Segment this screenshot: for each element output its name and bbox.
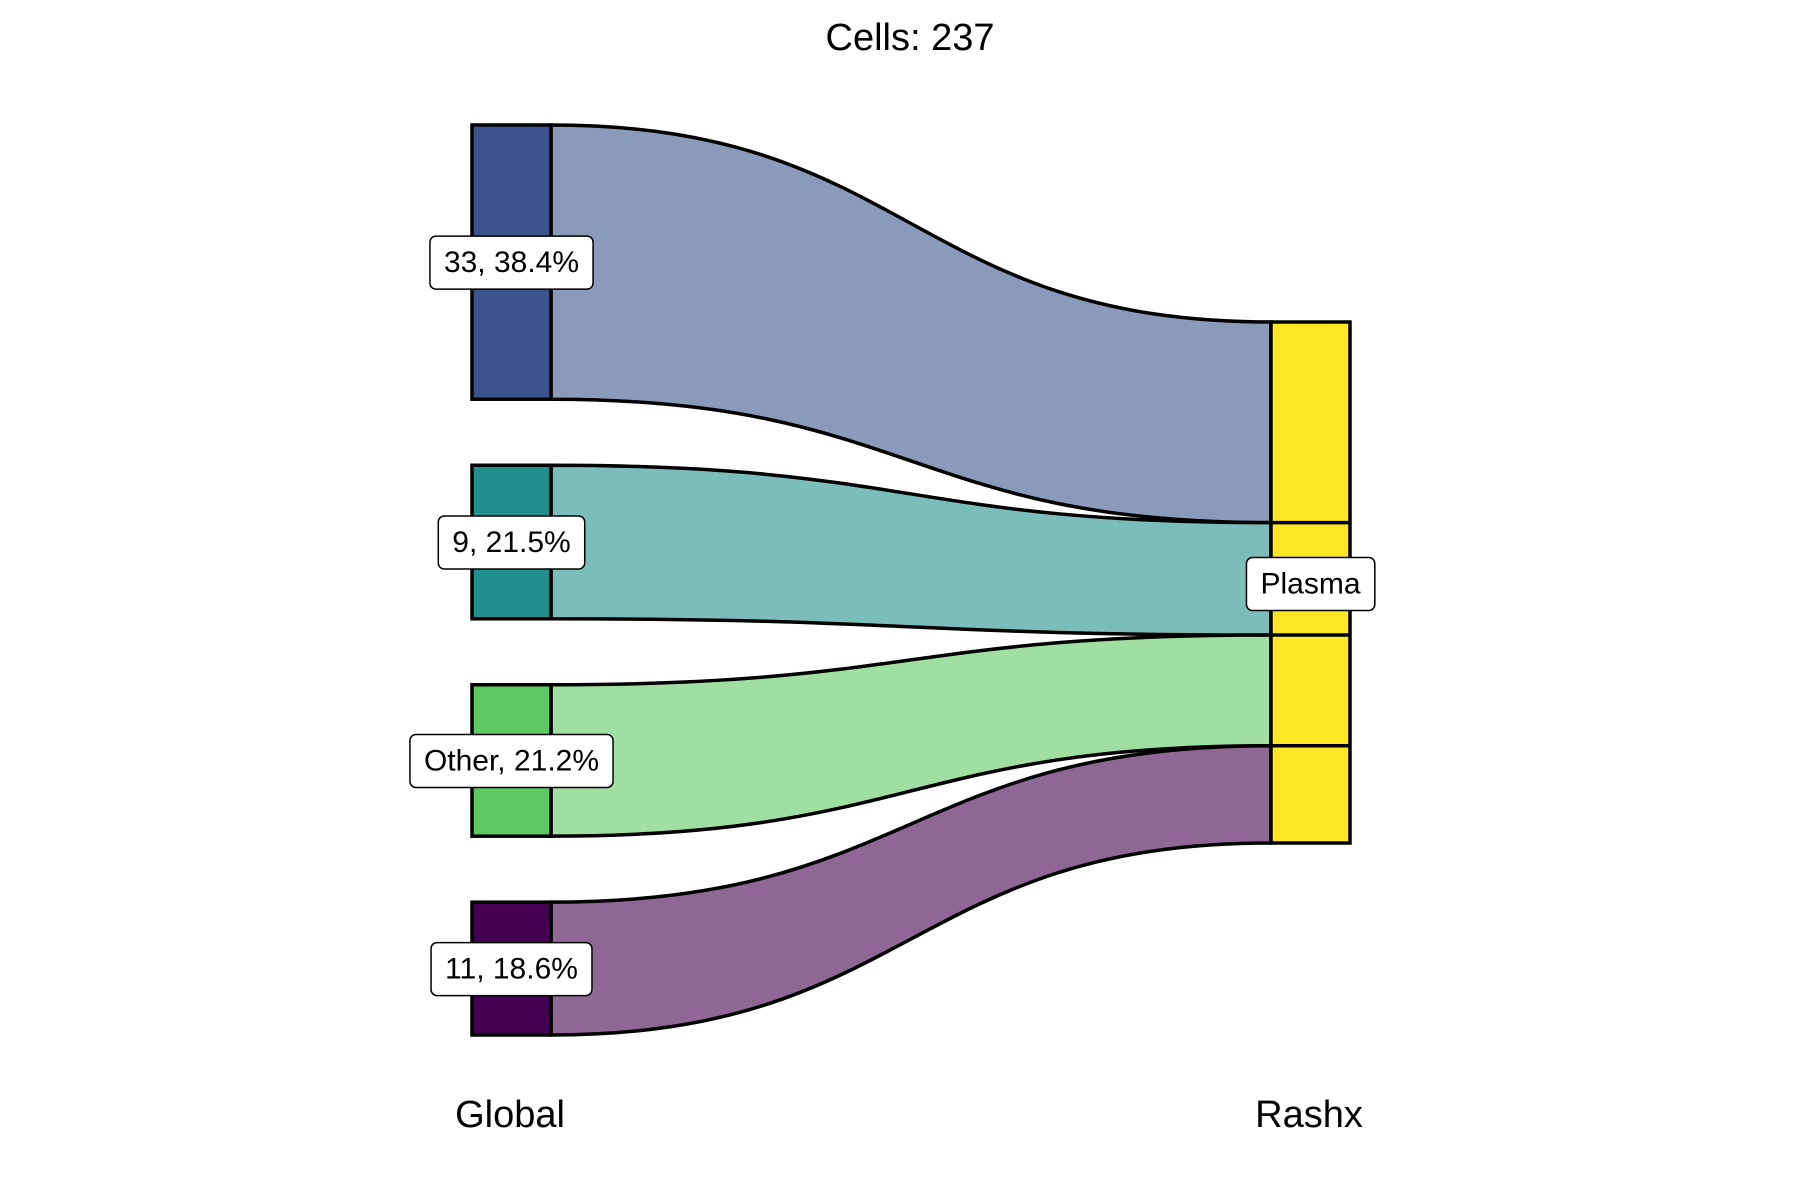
label-other: Other, 21.2% — [409, 733, 614, 789]
flow-33-to-plasma — [549, 123, 1273, 525]
label-plasma: Plasma — [1245, 556, 1376, 612]
label-33: 33, 38.4% — [429, 235, 594, 290]
label-9-text: 9, 21.5% — [452, 526, 570, 559]
flows-layer — [549, 123, 1273, 1037]
label-11-text: 11, 18.6% — [445, 953, 578, 986]
label-33-text: 33, 38.4% — [444, 246, 579, 279]
label-33-box — [429, 235, 594, 290]
label-9: 9, 21.5% — [437, 515, 586, 570]
chart-title: Cells: 237 — [826, 17, 995, 59]
label-11: 11, 18.6% — [430, 941, 593, 997]
labels-layer: 33, 38.4% 9, 21.5% Other, 21.2% 11, 18.6% Pl… — [409, 235, 1376, 997]
label-plasma-text: Plasma — [1260, 568, 1360, 601]
label-other-box — [409, 733, 614, 789]
axis-label-global: Global — [455, 1094, 565, 1136]
axis-label-rashx: Rashx — [1255, 1094, 1363, 1136]
label-plasma-box — [1245, 556, 1376, 612]
label-11-box — [430, 941, 593, 997]
label-9-box — [437, 515, 586, 570]
label-other-text: Other, 21.2% — [424, 744, 599, 777]
